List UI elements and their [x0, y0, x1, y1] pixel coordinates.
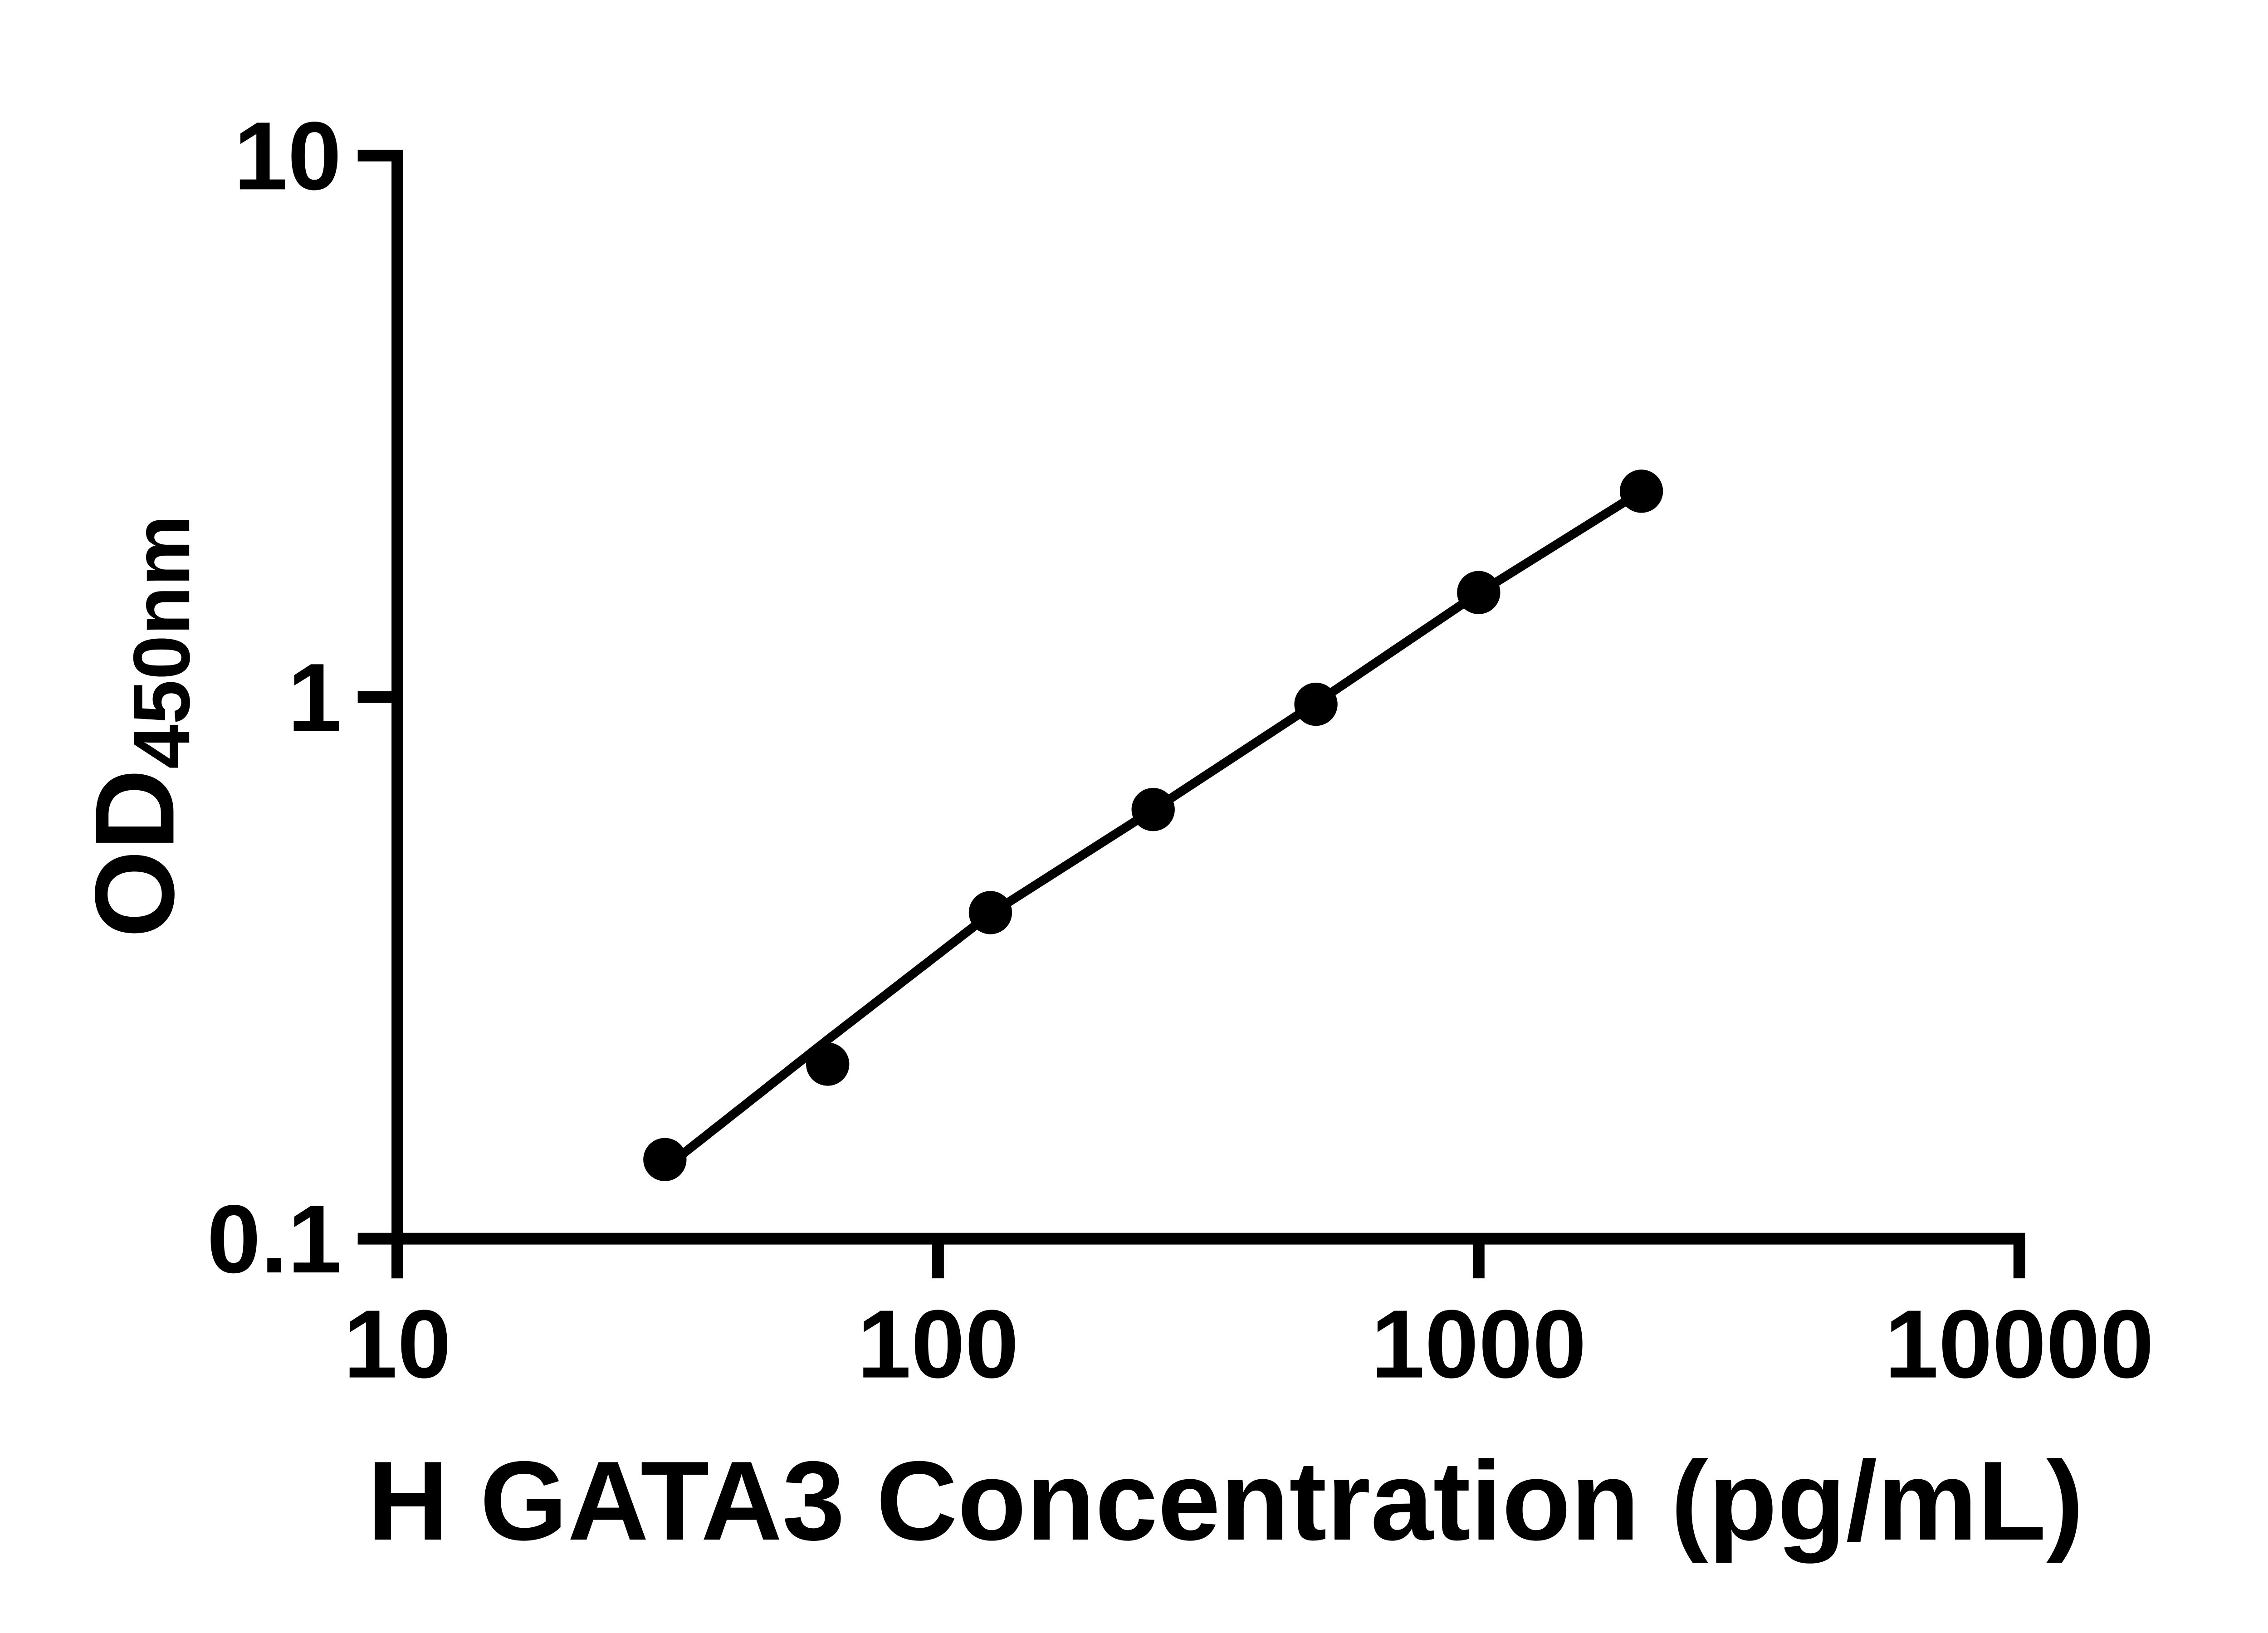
- data-point: [1131, 787, 1175, 831]
- x-tick-label: 10: [343, 1291, 451, 1398]
- data-point: [643, 1138, 687, 1181]
- plot-layer: 10 100 1000 10000 10 1 0.1: [207, 102, 2154, 1398]
- x-tick-label: 1000: [1371, 1291, 1586, 1398]
- data-point: [968, 891, 1012, 934]
- y-axis-title: OD450nm: [71, 515, 206, 938]
- data-point: [1457, 571, 1501, 614]
- y-tick-label: 0.1: [207, 1185, 342, 1293]
- x-tick-label: 10000: [1885, 1291, 2154, 1398]
- data-point: [806, 1042, 850, 1086]
- x-axis-title: H GATA3 Concentration (pg/mL): [367, 1437, 2084, 1564]
- y-axis-title-main: OD: [71, 769, 197, 938]
- y-tick-label: 10: [234, 102, 342, 210]
- data-point: [1619, 469, 1663, 513]
- y-axis-title-sub: 450nm: [117, 515, 206, 769]
- y-tick-label: 1: [288, 644, 342, 752]
- x-tick-label: 100: [857, 1291, 1019, 1398]
- data-point: [1294, 682, 1338, 726]
